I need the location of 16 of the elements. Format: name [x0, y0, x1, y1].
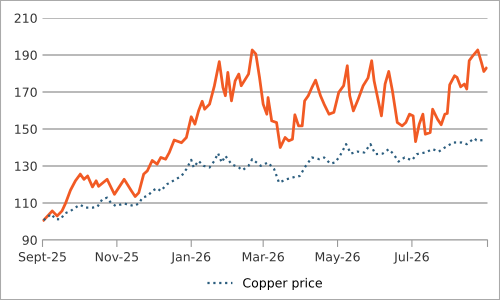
y-tick-label: 150 — [15, 124, 37, 134]
x-tick-label: Jul-26 — [394, 252, 429, 264]
x-tick-label: Jan-26 — [170, 252, 210, 264]
x-tick-label: Nov-25 — [96, 252, 138, 262]
legend-label: Copper price — [243, 278, 322, 290]
x-tick-label: Sept-25 — [18, 252, 66, 264]
y-tick-label: 90 — [22, 235, 37, 245]
y-tick-label: 170 — [15, 87, 37, 97]
line-series — [42, 48, 488, 222]
y-tick-label: 210 — [14, 13, 37, 23]
y-tick-label: 110 — [15, 198, 37, 208]
x-tick-label: Mar-26 — [242, 252, 284, 262]
line-series — [42, 137, 485, 222]
y-tick-label: 190 — [15, 50, 37, 60]
y-tick-label: 130 — [15, 161, 37, 171]
x-tick-label: May-26 — [316, 252, 360, 264]
